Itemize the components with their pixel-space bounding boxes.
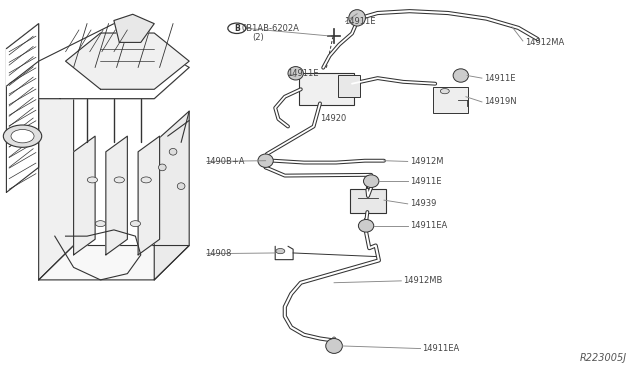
Text: 14908: 14908 [205, 249, 231, 258]
Ellipse shape [364, 175, 379, 187]
Text: 14911EA: 14911EA [422, 344, 460, 353]
FancyBboxPatch shape [338, 75, 360, 97]
Polygon shape [65, 33, 189, 89]
Polygon shape [38, 67, 189, 99]
Circle shape [3, 125, 42, 147]
Ellipse shape [159, 164, 166, 171]
Text: 14939: 14939 [410, 199, 436, 208]
Polygon shape [114, 14, 154, 42]
Polygon shape [138, 136, 159, 255]
Text: B: B [234, 24, 239, 33]
Polygon shape [38, 67, 74, 280]
Text: 14911E: 14911E [287, 69, 318, 78]
Circle shape [276, 248, 285, 254]
Text: (2): (2) [252, 33, 264, 42]
Polygon shape [38, 24, 189, 99]
Circle shape [87, 177, 97, 183]
Circle shape [95, 221, 106, 227]
Ellipse shape [349, 10, 365, 26]
Text: 14912M: 14912M [410, 157, 443, 166]
Text: 1490B+A: 1490B+A [205, 157, 244, 166]
Ellipse shape [358, 219, 374, 232]
Polygon shape [74, 136, 95, 255]
Circle shape [141, 177, 151, 183]
FancyBboxPatch shape [350, 189, 386, 213]
Ellipse shape [169, 148, 177, 155]
Ellipse shape [258, 154, 273, 167]
Ellipse shape [453, 69, 468, 82]
Polygon shape [6, 24, 38, 86]
Text: R223005J: R223005J [580, 353, 627, 363]
FancyBboxPatch shape [433, 87, 468, 113]
Circle shape [131, 221, 141, 227]
Text: 14911E: 14911E [344, 17, 376, 26]
Polygon shape [154, 111, 189, 280]
Text: 14911EA: 14911EA [410, 221, 447, 230]
Polygon shape [6, 24, 38, 192]
Text: 14912MA: 14912MA [525, 38, 564, 46]
Polygon shape [38, 246, 189, 280]
Text: 14911E: 14911E [410, 177, 441, 186]
Circle shape [11, 129, 34, 143]
Circle shape [114, 177, 124, 183]
Text: 0B1AB-6202A: 0B1AB-6202A [242, 24, 300, 33]
Ellipse shape [326, 339, 342, 353]
Text: 14920: 14920 [320, 114, 346, 123]
Circle shape [440, 89, 449, 94]
Polygon shape [106, 136, 127, 255]
Ellipse shape [288, 67, 303, 80]
Ellipse shape [177, 183, 185, 189]
Text: 14911E: 14911E [484, 74, 515, 83]
Text: 14919N: 14919N [484, 97, 516, 106]
FancyBboxPatch shape [299, 73, 354, 105]
Text: 14912MB: 14912MB [403, 276, 443, 285]
